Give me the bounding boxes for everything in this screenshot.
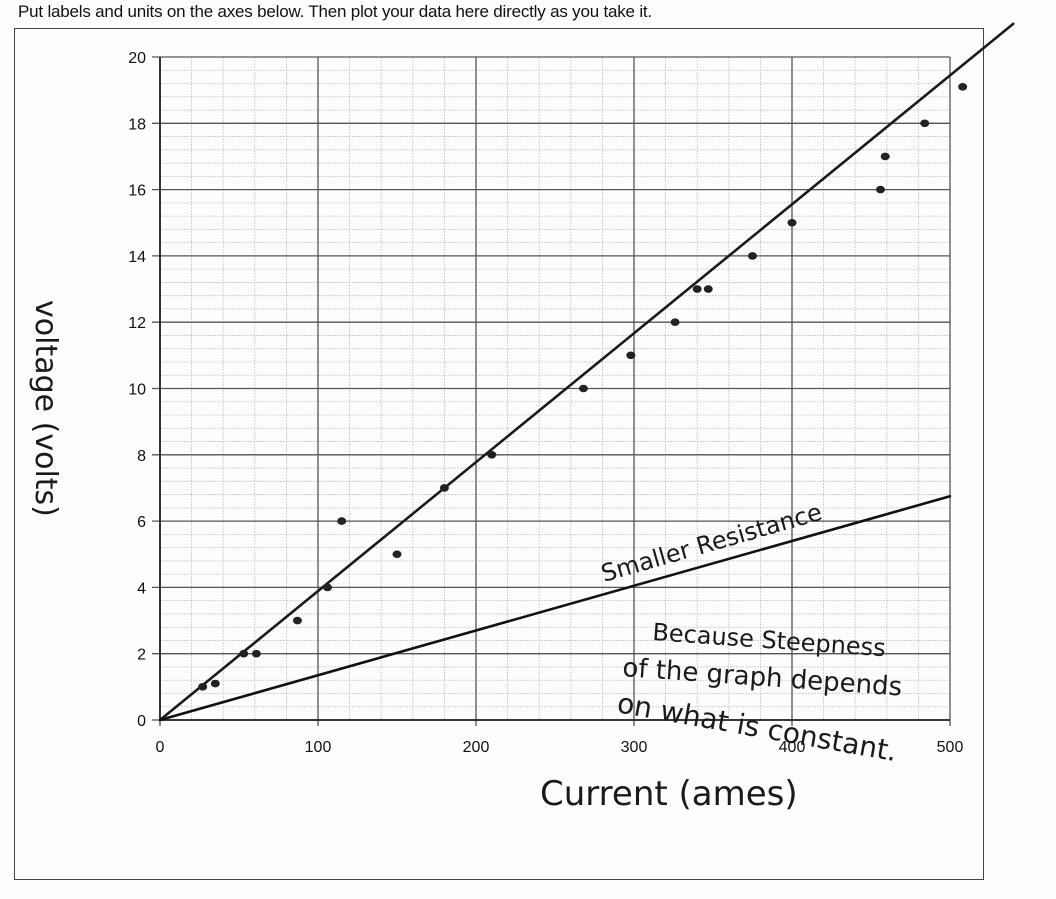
data-point xyxy=(880,152,890,161)
x-tick-label: 300 xyxy=(621,739,648,756)
data-point xyxy=(692,285,702,293)
y-tick-label: 2 xyxy=(137,647,146,664)
data-point xyxy=(439,484,449,492)
best-fit-line xyxy=(158,22,1015,722)
x-axis-label: Current (ames) xyxy=(540,774,798,814)
data-point xyxy=(578,384,588,393)
data-point xyxy=(958,83,968,91)
data-point xyxy=(787,218,797,227)
note-line-1: Because Steepness xyxy=(652,618,887,662)
data-point xyxy=(670,318,680,327)
y-tick-label: 0 xyxy=(137,713,146,730)
y-tick-label: 20 xyxy=(128,50,146,67)
data-point xyxy=(198,683,208,691)
y-tick-label: 16 xyxy=(128,183,146,200)
x-tick-label: 100 xyxy=(305,739,332,756)
drawn-lines xyxy=(158,22,1015,722)
y-tick-label: 6 xyxy=(137,514,146,531)
data-point xyxy=(748,252,757,260)
data-point xyxy=(626,351,636,360)
data-point xyxy=(210,679,220,688)
x-tick-label: 0 xyxy=(156,739,165,756)
data-point xyxy=(875,185,885,194)
axes xyxy=(159,57,950,721)
data-point xyxy=(487,451,497,459)
data-point xyxy=(703,285,713,293)
x-tick-label: 400 xyxy=(779,739,806,756)
x-tick-label: 200 xyxy=(463,739,490,756)
x-tick-label: 500 xyxy=(937,739,964,756)
data-point xyxy=(392,550,402,559)
y-tick-label: 14 xyxy=(128,249,146,266)
data-points xyxy=(198,83,968,691)
y-tick-label: 4 xyxy=(137,580,146,597)
y-axis-label: voltage (volts) xyxy=(28,300,63,517)
data-point xyxy=(920,119,930,128)
data-point xyxy=(292,616,302,625)
data-point xyxy=(239,649,249,658)
worksheet-instruction: Put labels and units on the axes below. … xyxy=(18,2,652,21)
y-tick-label: 8 xyxy=(137,448,146,465)
smaller-resistance-line xyxy=(158,494,952,722)
worksheet-frame xyxy=(14,28,984,880)
y-tick-label: 18 xyxy=(128,116,146,133)
y-tick-label: 10 xyxy=(128,382,146,399)
y-tick-label: 12 xyxy=(128,315,146,332)
data-point xyxy=(322,583,332,592)
data-point xyxy=(251,649,261,658)
graph-paper-grid xyxy=(152,56,951,726)
data-point xyxy=(337,517,347,525)
